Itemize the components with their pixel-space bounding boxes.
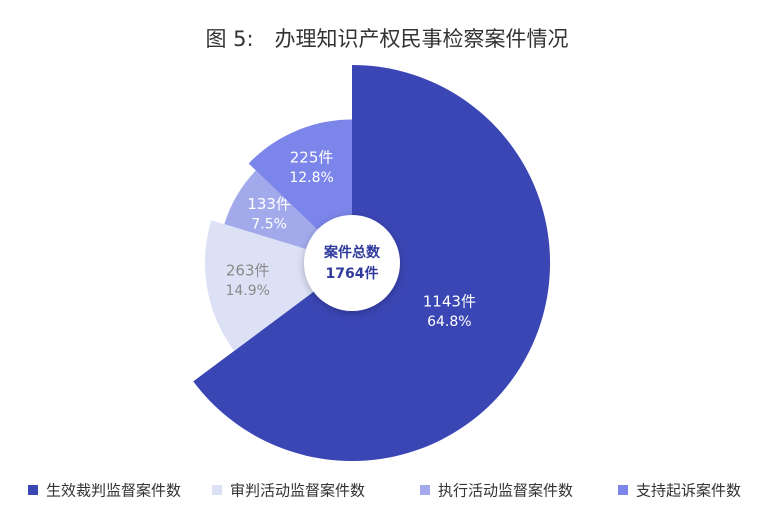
value-label: 263件 (226, 262, 270, 280)
center-circle (304, 215, 400, 311)
legend-label: 生效裁判监督案件数 (46, 482, 181, 500)
legend-swatch (618, 485, 628, 495)
percent-label: 14.9% (225, 283, 269, 299)
percent-label: 12.8% (289, 170, 333, 186)
legend-label: 审判活动监督案件数 (230, 482, 365, 500)
value-label: 1143件 (423, 292, 476, 310)
percent-label: 7.5% (251, 216, 287, 232)
legend-swatch (28, 485, 38, 495)
chart-title: 图 5: 办理知识产权民事检察案件情况 (205, 27, 568, 51)
value-label: 225件 (290, 148, 334, 166)
value-label: 133件 (247, 195, 291, 213)
legend-label: 执行活动监督案件数 (438, 482, 573, 500)
center-label: 案件总数 (323, 244, 381, 261)
legend-swatch (420, 485, 430, 495)
legend-label: 支持起诉案件数 (636, 482, 741, 500)
legend-swatch (212, 485, 222, 495)
percent-label: 64.8% (427, 314, 471, 330)
total-label: 1764件 (326, 265, 379, 282)
